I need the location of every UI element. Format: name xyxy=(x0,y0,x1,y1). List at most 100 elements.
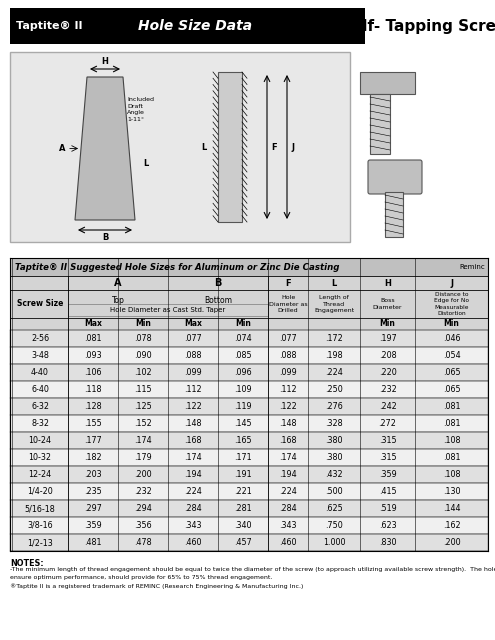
Text: .194: .194 xyxy=(279,470,297,479)
Text: 10-32: 10-32 xyxy=(29,453,51,462)
Bar xyxy=(385,192,403,237)
Text: Min: Min xyxy=(380,319,396,328)
Text: Taptite® II: Taptite® II xyxy=(16,21,83,31)
Bar xyxy=(10,517,488,534)
Text: .284: .284 xyxy=(279,504,297,513)
Bar xyxy=(68,304,268,316)
Text: .224: .224 xyxy=(184,487,202,496)
Bar xyxy=(10,52,350,242)
Text: .174: .174 xyxy=(184,453,202,462)
Text: .168: .168 xyxy=(184,436,202,445)
Text: Screw Size: Screw Size xyxy=(17,300,63,308)
Text: 1/2-13: 1/2-13 xyxy=(27,538,53,547)
Polygon shape xyxy=(75,77,135,220)
Text: .623: .623 xyxy=(379,521,396,530)
Bar xyxy=(10,466,488,483)
Text: .284: .284 xyxy=(184,504,202,513)
Text: Top: Top xyxy=(111,296,124,305)
Bar xyxy=(10,381,488,398)
Text: .220: .220 xyxy=(379,368,396,377)
Text: .235: .235 xyxy=(84,487,102,496)
Text: L: L xyxy=(143,159,148,168)
Bar xyxy=(10,415,488,432)
Text: .065: .065 xyxy=(443,385,460,394)
Text: -The minimum length of thread engagement should be equal to twice the diameter o: -The minimum length of thread engagement… xyxy=(10,567,495,572)
Text: .162: .162 xyxy=(443,521,460,530)
Text: Bottom: Bottom xyxy=(204,296,232,305)
Text: A: A xyxy=(58,144,65,153)
Text: Hole Size Data: Hole Size Data xyxy=(138,19,251,33)
Bar xyxy=(10,276,488,290)
Bar xyxy=(10,398,488,415)
Text: .152: .152 xyxy=(134,419,152,428)
Text: .200: .200 xyxy=(134,470,152,479)
Text: .432: .432 xyxy=(325,470,343,479)
Text: .106: .106 xyxy=(84,368,102,377)
Text: 6-32: 6-32 xyxy=(31,402,49,411)
Text: Length of
Thread
Engagement: Length of Thread Engagement xyxy=(314,295,354,313)
Text: 3/8-16: 3/8-16 xyxy=(27,521,53,530)
Bar xyxy=(10,432,488,449)
Text: .081: .081 xyxy=(443,402,460,411)
Text: .081: .081 xyxy=(443,419,460,428)
Bar xyxy=(370,94,390,154)
Text: L: L xyxy=(201,143,206,152)
Text: Boss
Diameter: Boss Diameter xyxy=(373,298,402,310)
Text: F: F xyxy=(271,143,277,152)
Text: .340: .340 xyxy=(234,521,252,530)
Text: .145: .145 xyxy=(234,419,252,428)
Text: 3-48: 3-48 xyxy=(31,351,49,360)
Text: .074: .074 xyxy=(234,334,252,343)
Text: .130: .130 xyxy=(443,487,460,496)
Text: .281: .281 xyxy=(234,504,252,513)
Text: .200: .200 xyxy=(443,538,460,547)
Bar xyxy=(360,72,415,94)
Text: .224: .224 xyxy=(325,368,343,377)
Text: .198: .198 xyxy=(325,351,343,360)
Text: Min: Min xyxy=(235,319,251,328)
Text: .415: .415 xyxy=(379,487,396,496)
Text: .112: .112 xyxy=(279,385,297,394)
Text: Max: Max xyxy=(84,319,102,328)
Text: .272: .272 xyxy=(379,419,396,428)
Text: .096: .096 xyxy=(234,368,252,377)
Text: .081: .081 xyxy=(84,334,102,343)
Bar xyxy=(10,258,488,276)
Text: ®Taptite II is a registered trademark of REMINC (Research Engineering & Manufact: ®Taptite II is a registered trademark of… xyxy=(10,583,303,589)
Text: 1/4-20: 1/4-20 xyxy=(27,487,53,496)
Text: F: F xyxy=(285,278,291,287)
Text: .165: .165 xyxy=(234,436,252,445)
Text: .481: .481 xyxy=(84,538,102,547)
Text: .172: .172 xyxy=(325,334,343,343)
Text: Hole
Diameter as
Drilled: Hole Diameter as Drilled xyxy=(269,295,307,313)
Text: .144: .144 xyxy=(443,504,460,513)
Text: .125: .125 xyxy=(134,402,152,411)
Text: Taptite® II Suggested Hole Sizes for Aluminum or Zinc Die Casting: Taptite® II Suggested Hole Sizes for Alu… xyxy=(15,262,340,271)
Bar xyxy=(10,364,488,381)
Text: .093: .093 xyxy=(84,351,102,360)
Text: 4-40: 4-40 xyxy=(31,368,49,377)
Text: Hole Diameter as Cast Std. Taper: Hole Diameter as Cast Std. Taper xyxy=(110,307,226,313)
Text: .519: .519 xyxy=(379,504,396,513)
Text: .115: .115 xyxy=(134,385,152,394)
Text: .088: .088 xyxy=(279,351,297,360)
Bar xyxy=(10,330,488,347)
Text: Min: Min xyxy=(135,319,151,328)
Text: .830: .830 xyxy=(379,538,396,547)
Text: .102: .102 xyxy=(134,368,152,377)
Bar xyxy=(10,483,488,500)
Text: 5/16-18: 5/16-18 xyxy=(25,504,55,513)
Text: .148: .148 xyxy=(184,419,202,428)
Text: .208: .208 xyxy=(379,351,396,360)
Bar xyxy=(10,290,488,318)
Text: H: H xyxy=(101,57,108,66)
Text: 10-24: 10-24 xyxy=(29,436,51,445)
Text: .232: .232 xyxy=(134,487,152,496)
Text: .232: .232 xyxy=(379,385,396,394)
Text: .065: .065 xyxy=(443,368,460,377)
Text: .119: .119 xyxy=(234,402,252,411)
Text: NOTES:: NOTES: xyxy=(10,559,44,568)
Text: ensure optimum performance, should provide for 65% to 75% thread engagement.: ensure optimum performance, should provi… xyxy=(10,575,272,580)
Text: .478: .478 xyxy=(134,538,152,547)
Text: J: J xyxy=(450,278,453,287)
